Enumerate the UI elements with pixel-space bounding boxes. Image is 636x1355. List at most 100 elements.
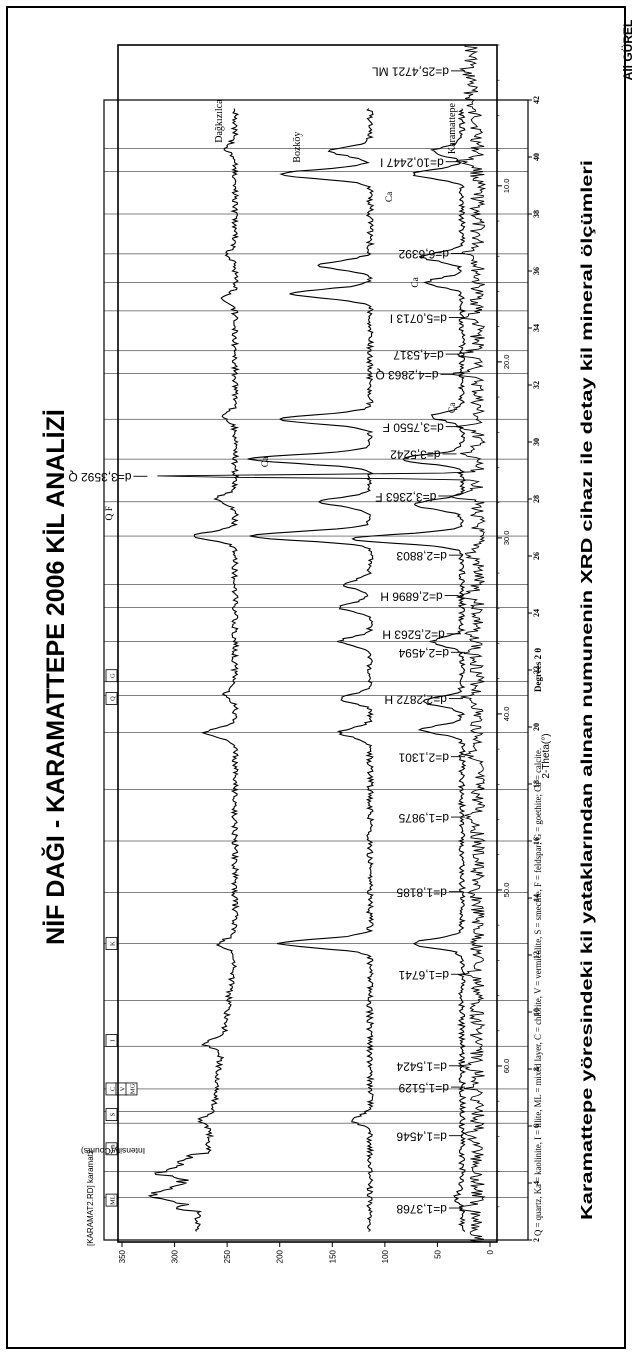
figure-caption: Karamattepe yöresindeki kil yataklarında… <box>579 160 596 1220</box>
y-tick-label: 150 <box>328 1249 337 1263</box>
mineral-box <box>105 1108 118 1121</box>
mineral-box <box>105 692 118 705</box>
comparison-tick-label: 16 <box>532 837 541 845</box>
peak-label: d=1,4546 <box>396 1130 447 1144</box>
comparison-tick-label: 34 <box>532 324 541 332</box>
comparison-tick-label: 36 <box>532 267 541 275</box>
comparison-tick-label: 4 <box>532 1181 541 1185</box>
comparison-tick-label: 30 <box>532 438 541 446</box>
comparison-tick-label: 22 <box>532 666 541 674</box>
sample-name-label: Karamattepe <box>447 103 458 155</box>
peak-label: d=3,7550 F <box>383 420 444 434</box>
peak-label: d=4,2863 Q <box>375 368 438 382</box>
peak-label: d=1,8185 <box>396 886 447 900</box>
peak-label: d=3,2363 F <box>375 490 436 504</box>
comparison-tick-label: 8 <box>532 1067 541 1071</box>
mineral-box-label: Q <box>110 696 117 701</box>
peak-label: d=1,5424 <box>396 1060 447 1074</box>
mineral-annotation: Ca <box>261 456 271 467</box>
peak-label: d=6,6392 <box>398 247 449 261</box>
comparison-tick-label: 18 <box>532 780 541 788</box>
peak-label: d=2,4594 <box>398 646 449 660</box>
peak-label: d=2,8803 <box>396 549 447 563</box>
mineral-annotation: Ca <box>448 402 458 413</box>
peak-label: d=1,6741 <box>398 968 449 982</box>
author-name: Ali GÜREL <box>620 20 635 81</box>
y-tick-label: 200 <box>276 1249 285 1263</box>
y-tick-label: 300 <box>171 1249 180 1263</box>
comparison-legend-text: Q = quartz, Ka = kaolinite, I = illite, … <box>533 748 544 1236</box>
y-axis-label: Intensity(Counts) <box>81 1146 145 1156</box>
mineral-box-label: Sm <box>110 1144 117 1153</box>
peak-label: d=2,1301 <box>398 751 449 765</box>
xrd-plot-area: 0 50 100 150 200 250 300 350 10.0 20.0 30.0 40.0 50.… <box>68 44 511 1263</box>
karamat2-xrd-chart: [KARAMAT2.RD] karamat2 Intensity(Counts)… <box>68 44 552 1263</box>
mineral-box <box>105 1142 118 1156</box>
x-tick-label: 50.0 <box>502 883 511 898</box>
mineral-annotation: Q F <box>105 506 115 521</box>
x-tick-label: 20.0 <box>502 355 511 370</box>
mineral-box-label: V <box>120 1086 127 1091</box>
y-tick-label: 0 <box>486 1249 495 1254</box>
peak-label: d=3,3592 Q <box>68 470 131 484</box>
mineral-box-label: S <box>110 1112 117 1116</box>
peak-label: d=2,6896 H <box>380 589 442 603</box>
mineral-boxes: ML Sm S C V MG I K Q G <box>105 669 138 1207</box>
y-tick-label: 50 <box>433 1249 442 1258</box>
peak-label: d=2,5263 H <box>382 628 444 642</box>
mineral-box-label: C <box>110 1087 117 1091</box>
comparison-trace <box>351 108 468 1232</box>
comparison-tick-label: 38 <box>532 210 541 218</box>
page-title: NİF DAĞI - KARAMATTEPE 2006 KİL ANALİZİ <box>41 409 70 945</box>
y-tick-label: 250 <box>223 1249 232 1263</box>
mineral-annotation: Ca <box>411 276 421 287</box>
x-tick-label: 40.0 <box>502 707 511 722</box>
sample-name-label: Dağkızılca <box>214 99 225 143</box>
mineral-annotation: Ca <box>385 191 395 202</box>
peak-label: d=1,3768 <box>396 1202 447 1216</box>
peak-label: d=4,5317 <box>393 348 444 362</box>
comparison-annotations: Dağkızılca Bozköy Karamattepe Q F Ca Ca Ca Ca <box>105 99 458 521</box>
mineral-box-label: G <box>110 673 117 678</box>
peak-label: d=5,0713 I <box>390 311 447 325</box>
y-tick-label: 100 <box>381 1249 390 1263</box>
mineral-box-label: K <box>110 941 117 946</box>
mineral-box <box>125 1082 138 1096</box>
peak-label: d=10,2447 I <box>380 156 444 170</box>
xrd-chart-title: [KARAMAT2.RD] karamat2 <box>86 1149 95 1246</box>
x-tick-label: 60.0 <box>502 1059 511 1074</box>
mineral-box <box>105 1193 118 1207</box>
mineral-box-label: I <box>110 1039 117 1041</box>
peak-label: d=1,5129 <box>398 1081 449 1095</box>
figure-frame <box>6 6 626 1349</box>
peak-label: d=2,2872 H <box>384 692 446 706</box>
mineral-box-label: ML <box>110 1195 117 1205</box>
xrd-trace <box>157 44 487 1243</box>
comparison-tick-label: 2 <box>532 1238 541 1242</box>
x-tick-label: 30.0 <box>502 531 511 546</box>
mineral-box <box>105 1034 118 1047</box>
comparison-trace <box>247 108 376 1232</box>
peak-label: d=3,5242 <box>390 448 441 462</box>
comparison-tick-label: 32 <box>532 381 541 389</box>
comparison-guide-lines <box>104 148 528 1198</box>
comparison-tick-label: 12 <box>532 951 541 959</box>
mineral-box <box>105 937 118 950</box>
comparison-tick-label: 42 <box>532 96 541 104</box>
comparison-tick-label: 10 <box>532 1008 541 1016</box>
mineral-box-label: MG <box>130 1083 137 1094</box>
sample-name-label: Bozköy <box>292 132 303 163</box>
y-tick-label: 350 <box>118 1249 127 1263</box>
comparison-traces <box>147 108 468 1232</box>
comparison-trace <box>147 108 240 1232</box>
comparison-x-axis-label: Degrees 2 θ <box>533 648 543 692</box>
mineral-box <box>105 669 118 683</box>
comparison-tick-label: 28 <box>532 495 541 503</box>
comparison-tick-label: 14 <box>532 894 541 902</box>
comparison-tick-label: 20 <box>532 723 541 731</box>
peak-label: d=1,9875 <box>398 811 449 825</box>
peak-label: d=25,4721 ML <box>372 65 449 79</box>
